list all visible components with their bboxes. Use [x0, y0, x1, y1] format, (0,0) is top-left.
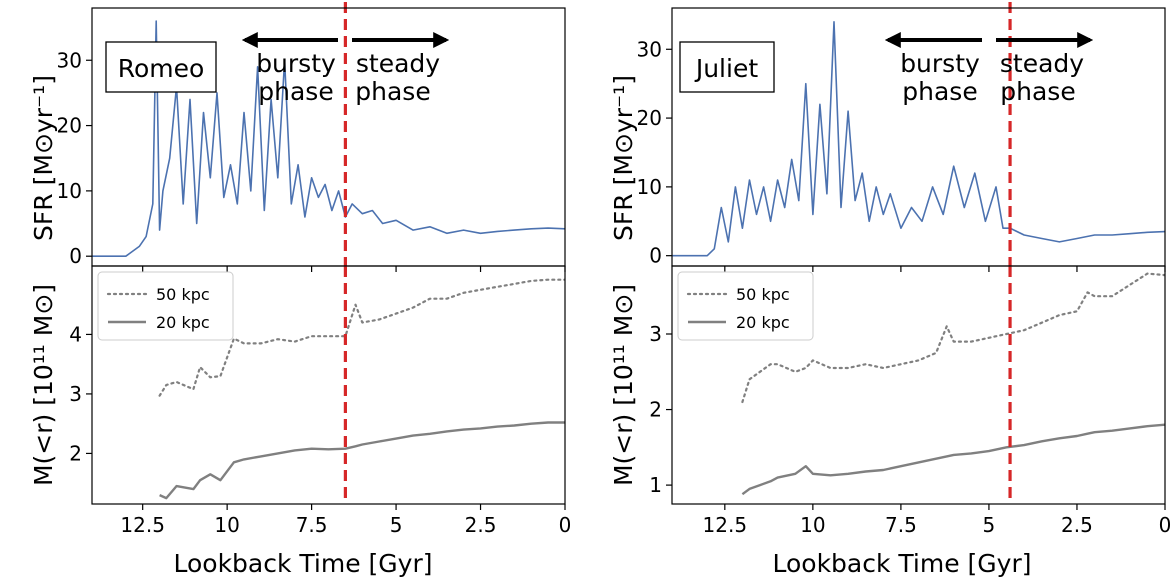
juliet-bursty-label-line1: bursty	[900, 49, 980, 78]
juliet-mass-series-50-kpc	[741, 272, 1165, 404]
juliet-sfr-plot: 0 10 20 30	[637, 2, 1166, 272]
juliet-mass-x-tick-label: 0	[1159, 513, 1172, 537]
romeo-sfr-y-tick-label: 10	[57, 179, 82, 203]
romeo-mass-y-tick-label: 2	[69, 441, 82, 465]
romeo-x-axis-label: Lookback Time [Gyr]	[174, 549, 433, 578]
romeo-mass-series-20-kpc	[159, 421, 565, 500]
juliet-mass-x-tick-label: 7.5	[885, 513, 917, 537]
romeo-sfr-series-line	[92, 20, 565, 258]
romeo-mass-axes-frame	[91, 265, 566, 505]
juliet-sfr-y-tick-label: 20	[637, 106, 662, 130]
juliet-mass-x-tick-label: 12.5	[703, 513, 748, 537]
juliet-sfr-y-tick-label: 30	[637, 37, 662, 61]
romeo-mass-series-50-kpc	[158, 278, 565, 397]
juliet-mass-x-tick-label: 2.5	[1061, 513, 1093, 537]
romeo-sfr-y-tick-label: 30	[57, 48, 82, 72]
romeo-steady-label-line2: phase	[355, 77, 430, 106]
romeo-sfr-y-axis-label: SFR [M⊙yr⁻¹]	[29, 75, 58, 241]
romeo-mass-y-axis-label: M(<r) [10¹¹ M⊙]	[29, 284, 58, 486]
romeo-bursty-label-line1: bursty	[256, 49, 336, 78]
romeo-mass-legend: 50 kpc 20 kpc	[97, 271, 234, 341]
juliet-mass-legend-label: 50 kpc	[736, 285, 790, 304]
romeo-bursty-label-line2: phase	[258, 77, 333, 106]
romeo-mass-x-tick-label: 10	[214, 513, 239, 537]
juliet-steady-label-line1: steady	[1000, 49, 1084, 78]
juliet-mass-series-20-kpc	[741, 423, 1165, 496]
romeo-panel-group: 0 10 20 30 2 3 4 12.5 10 7.5 5 2.5 0 50 kpc 20 kpc	[57, 2, 572, 537]
juliet-mass-y-tick-label: 1	[649, 473, 662, 497]
romeo-mass-y-tick-label: 4	[69, 322, 82, 346]
juliet-mass-y-tick-label: 2	[649, 398, 662, 422]
juliet-mass-plot: 1 2 3 12.5 10 7.5 5 2.5 0 50 kpc 20 kpc	[649, 265, 1172, 537]
juliet-sfr-y-tick-label: 10	[637, 175, 662, 199]
juliet-steady-label-line2: phase	[1000, 77, 1075, 106]
juliet-x-axis-label: Lookback Time [Gyr]	[773, 549, 1032, 578]
juliet-mass-legend-label: 20 kpc	[736, 313, 790, 332]
romeo-sfr-y-tick-label: 20	[57, 114, 82, 138]
romeo-mass-x-tick-label: 0	[559, 513, 572, 537]
romeo-sfr-y-tick-label: 0	[69, 244, 82, 268]
juliet-sfr-y-tick-label: 0	[649, 244, 662, 268]
juliet-sfr-series-line	[672, 20, 1165, 257]
juliet-mass-legend: 50 kpc 20 kpc	[677, 271, 814, 341]
juliet-title: Juliet	[694, 54, 758, 83]
juliet-mass-x-tick-label: 10	[800, 513, 825, 537]
juliet-mass-y-axis-label: M(<r) [10¹¹ M⊙]	[609, 284, 638, 486]
juliet-sfr-y-axis-label: SFR [M⊙yr⁻¹]	[609, 75, 638, 241]
romeo-title: Romeo	[118, 54, 205, 83]
juliet-mass-x-tick-label: 5	[983, 513, 996, 537]
romeo-title-box	[105, 41, 217, 93]
juliet-mass-y-tick-label: 3	[649, 322, 662, 346]
romeo-mass-legend-label: 20 kpc	[156, 313, 210, 332]
romeo-mass-plot: 2 3 4 12.5 10 7.5 5 2.5 0 50 kpc 20 kpc	[69, 265, 572, 537]
juliet-title-box	[679, 41, 775, 93]
juliet-mass-axes-frame	[671, 265, 1166, 505]
romeo-mass-y-tick-label: 3	[69, 382, 82, 406]
juliet-bursty-label-line2: phase	[902, 77, 977, 106]
romeo-steady-label-line1: steady	[356, 49, 440, 78]
romeo-mass-x-tick-label: 12.5	[120, 513, 165, 537]
romeo-mass-x-tick-label: 7.5	[296, 513, 328, 537]
juliet-panel-group: 0 10 20 30 1 2 3 12.5 10 7.5 5 2.5 0 50 kpc 20 kpc	[637, 2, 1172, 537]
romeo-mass-x-tick-label: 5	[390, 513, 403, 537]
romeo-mass-legend-label: 50 kpc	[156, 285, 210, 304]
romeo-mass-x-tick-label: 2.5	[465, 513, 497, 537]
